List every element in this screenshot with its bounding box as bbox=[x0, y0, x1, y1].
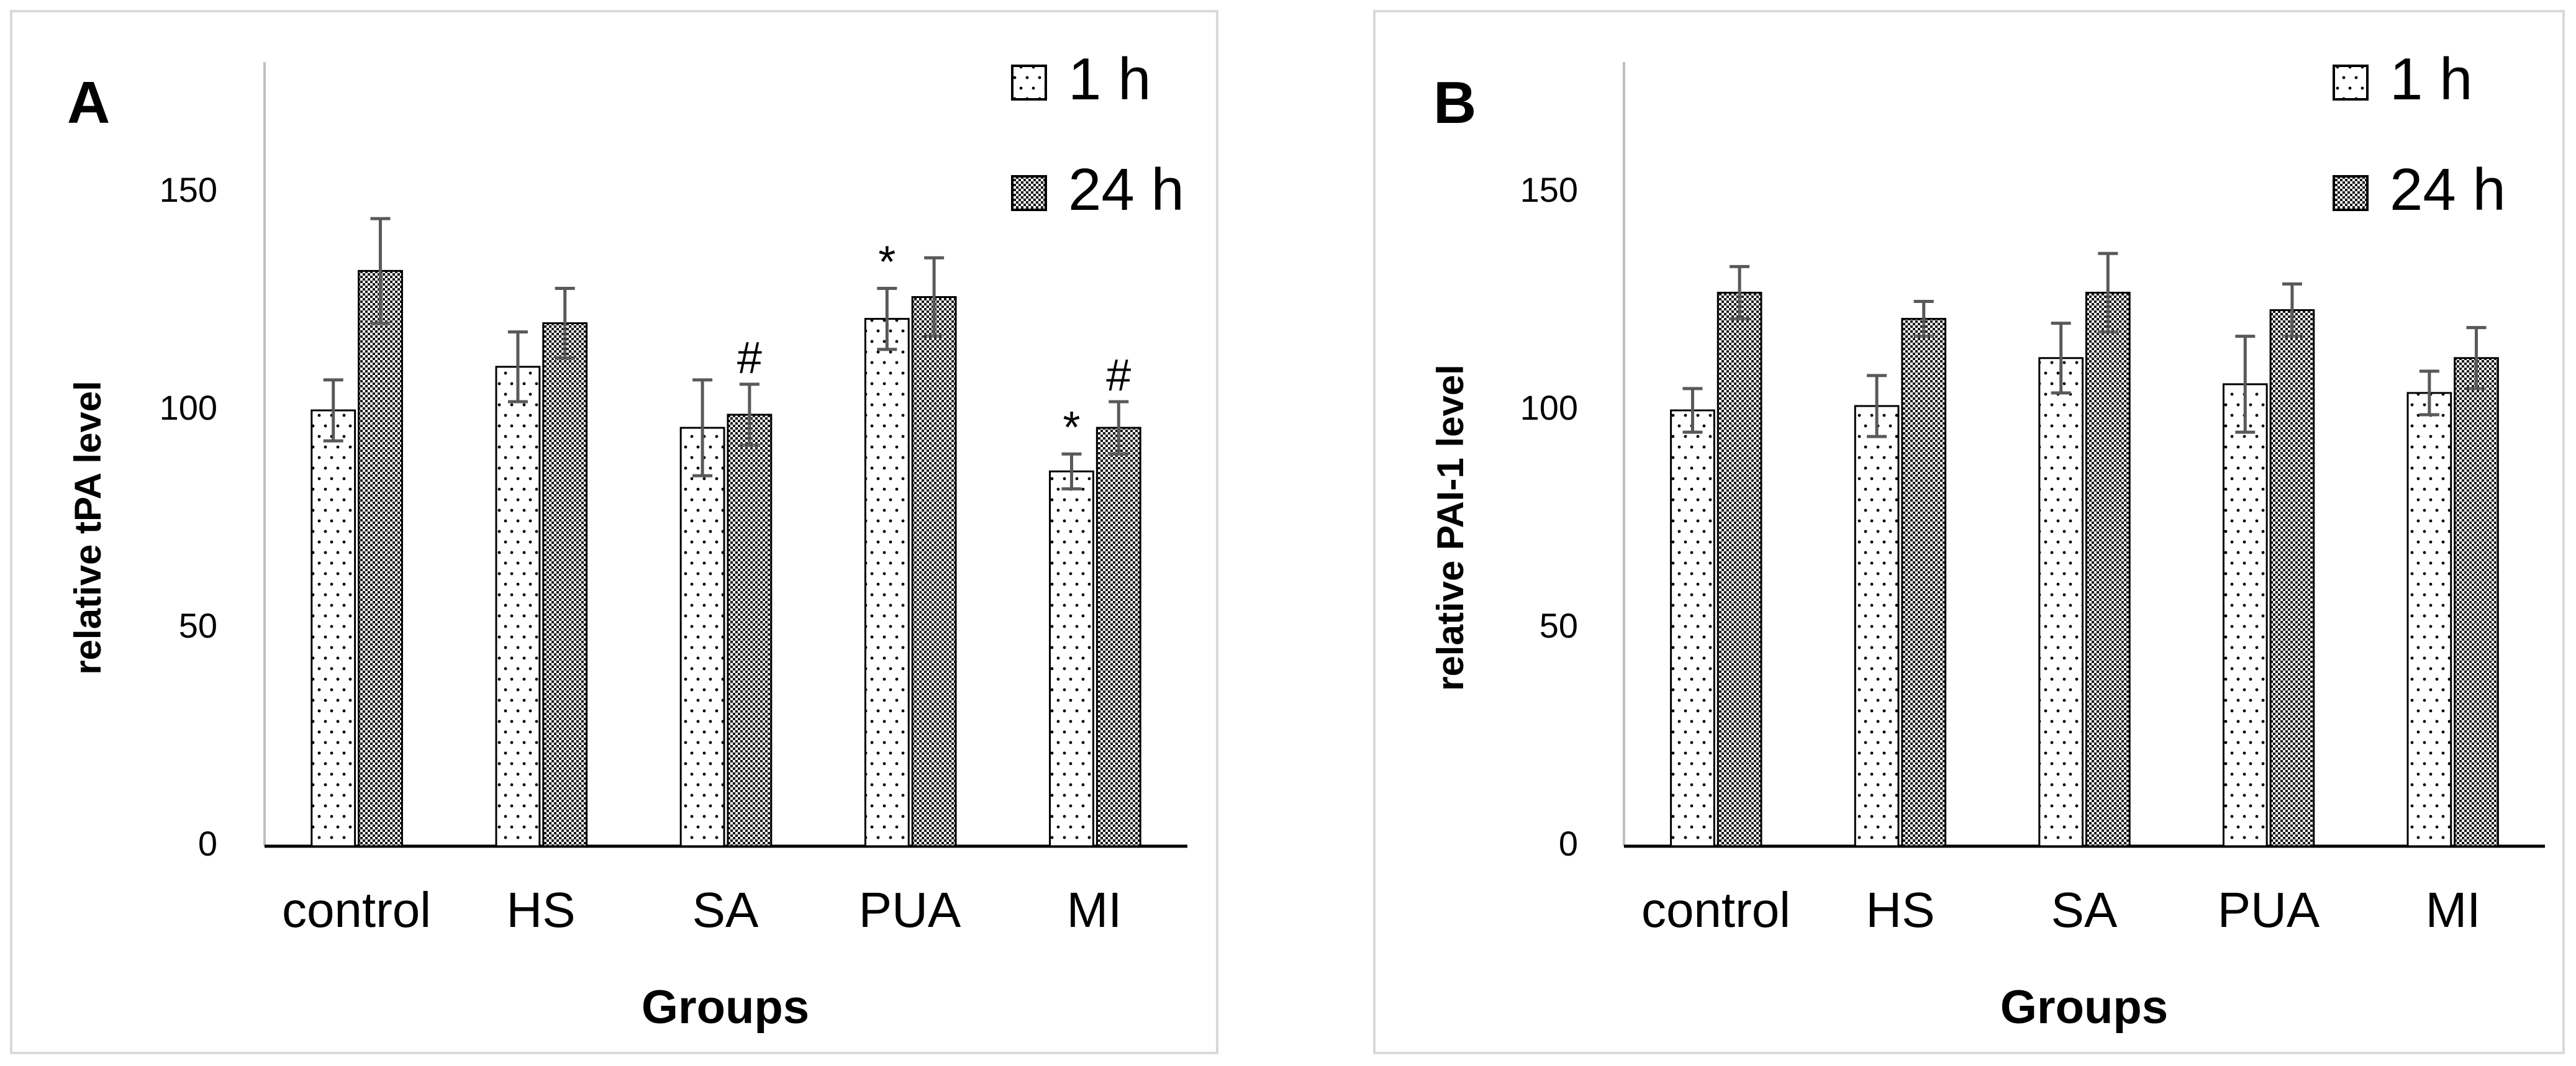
panel-a-bars: # * * # bbox=[311, 217, 1141, 847]
panel-b-x-tick-labels: control HS SA PUA MI bbox=[1641, 882, 2481, 937]
panel-a-x-tick-pua: PUA bbox=[859, 882, 961, 937]
panel-b-y-tick-100: 100 bbox=[1520, 388, 1578, 427]
panel-a-error-bar-pua-1h bbox=[877, 286, 897, 351]
panel-a-significance-mi-24h: # bbox=[1106, 351, 1131, 400]
panel-a-legend-swatch-1h bbox=[1011, 65, 1047, 101]
panel-a-bar-control-1h bbox=[311, 409, 356, 847]
panel-a-significance-sa-24h: # bbox=[737, 333, 762, 383]
panel-a: A 0 50 100 150 # * * # control HS SA PUA MI… bbox=[10, 10, 1218, 1054]
panel-b-x-axis-title: Groups bbox=[2000, 981, 2168, 1034]
panel-b-x-tick-hs: HS bbox=[1866, 882, 1934, 937]
panel-a-error-bar-mi-1h bbox=[1061, 452, 1082, 490]
panel-b-error-bar-pua-24h bbox=[2282, 282, 2302, 338]
panel-b-error-bar-hs-24h bbox=[1913, 300, 1934, 338]
panel-a-y-tick-labels: 0 50 100 150 bbox=[160, 170, 217, 863]
panel-a-error-bar-control-24h bbox=[370, 217, 391, 325]
panel-a-error-bar-hs-24h bbox=[555, 286, 575, 360]
panel-b-bar-hs-24h bbox=[1901, 318, 1947, 847]
panel-b-y-tick-0: 0 bbox=[1559, 824, 1578, 863]
panel-b-legend-label-24h: 24 h bbox=[2390, 156, 2506, 223]
panel-b-error-bar-hs-1h bbox=[1867, 374, 1887, 438]
panel-b-error-bar-control-1h bbox=[1682, 387, 1703, 434]
panel-a-error-bar-mi-24h bbox=[1109, 400, 1129, 456]
panel-a-x-tick-control: control bbox=[282, 882, 431, 937]
panel-a-error-bar-pua-24h bbox=[924, 256, 945, 338]
panel-a-label: A bbox=[67, 70, 110, 136]
panel-b-bar-hs-1h bbox=[1854, 405, 1900, 847]
panel-a-x-tick-labels: control HS SA PUA MI bbox=[282, 882, 1122, 937]
panel-b-bar-mi-1h bbox=[2406, 392, 2452, 847]
panel-b-error-bar-sa-24h bbox=[2098, 251, 2118, 334]
panel-b-y-tick-50: 50 bbox=[1540, 606, 1578, 645]
panel-b-bar-pua-24h bbox=[2269, 309, 2315, 847]
panel-b-legend-swatch-24h bbox=[2333, 175, 2369, 211]
panel-b-border bbox=[1373, 10, 2565, 1054]
panel-a-error-bar-sa-24h bbox=[739, 382, 760, 447]
panel-a-y-axis-title: relative tPA level bbox=[67, 381, 109, 675]
panel-a-legend-label-1h: 1 h bbox=[1068, 46, 1151, 112]
panel-a-legend-swatch-24h bbox=[1011, 175, 1047, 211]
panel-a-x-tick-sa: SA bbox=[692, 882, 759, 937]
panel-b-error-bar-sa-1h bbox=[2051, 322, 2071, 395]
panel-a-legend: 1 h 24 h bbox=[1011, 46, 1184, 223]
panel-a-bar-hs-24h bbox=[542, 322, 588, 847]
panel-a-bar-pua-24h bbox=[911, 296, 957, 847]
panel-b-bar-control-24h bbox=[1717, 291, 1762, 847]
panel-b-bar-pua-1h bbox=[2222, 383, 2268, 847]
panel-b-x-tick-control: control bbox=[1641, 882, 1790, 937]
panel-a-bar-control-24h bbox=[358, 269, 403, 847]
panel-a-x-tick-mi: MI bbox=[1067, 882, 1122, 937]
panel-a-bar-hs-1h bbox=[495, 366, 541, 847]
panel-a-y-tick-100: 100 bbox=[160, 388, 217, 427]
panel-b-legend-label-1h: 1 h bbox=[2390, 46, 2472, 112]
panel-b-error-bar-control-24h bbox=[1730, 264, 1750, 321]
panel-a-significance-mi-1h: * bbox=[1063, 403, 1080, 453]
panel-a-bar-pua-1h bbox=[864, 318, 910, 847]
panel-b-bar-mi-24h bbox=[2454, 357, 2499, 847]
panel-a-error-bar-sa-1h bbox=[692, 378, 713, 477]
panel-a-y-tick-50: 50 bbox=[179, 606, 217, 645]
panel-a-border bbox=[10, 10, 1218, 1054]
panel-b-legend: 1 h 24 h bbox=[2333, 46, 2506, 223]
panel-a-bar-mi-1h bbox=[1049, 470, 1094, 847]
panel-a-bar-sa-24h bbox=[727, 413, 773, 847]
panel-b-legend-swatch-1h bbox=[2333, 65, 2369, 101]
panel-b-y-tick-labels: 0 50 100 150 bbox=[1520, 170, 1578, 863]
panel-a-bar-sa-1h bbox=[679, 427, 725, 847]
panel-a-significance-pua-1h: * bbox=[878, 237, 896, 287]
panel-a-y-tick-150: 150 bbox=[160, 170, 217, 209]
panel-b-y-tick-150: 150 bbox=[1520, 170, 1578, 209]
panel-b-y-axis-title: relative PAI-1 level bbox=[1430, 364, 1471, 691]
panel-b-bar-sa-24h bbox=[2085, 291, 2131, 847]
panel-a-y-tick-0: 0 bbox=[198, 824, 217, 863]
panel-b-bar-sa-1h bbox=[2038, 357, 2084, 847]
panel-a-x-axis-title: Groups bbox=[642, 981, 809, 1034]
panel-b-bar-control-1h bbox=[1670, 409, 1715, 847]
panel-a-error-bar-hs-1h bbox=[507, 330, 528, 404]
panel-b-error-bar-mi-24h bbox=[2466, 326, 2487, 391]
panel-a-legend-label-24h: 24 h bbox=[1068, 156, 1184, 223]
panel-b-bars bbox=[1670, 251, 2499, 847]
panel-a-bar-mi-24h bbox=[1095, 427, 1141, 847]
panel-b-x-tick-pua: PUA bbox=[2218, 882, 2320, 937]
panel-b-label: B bbox=[1433, 70, 1476, 136]
panel-b-x-tick-mi: MI bbox=[2426, 882, 2481, 937]
panel-b-x-tick-sa: SA bbox=[2051, 882, 2118, 937]
panel-b-error-bar-pua-1h bbox=[2235, 335, 2256, 434]
panel-a-x-tick-hs: HS bbox=[506, 882, 575, 937]
panel-b-error-bar-mi-1h bbox=[2419, 369, 2439, 417]
panel-a-error-bar-control-1h bbox=[323, 378, 343, 443]
panel-b: B 0 50 100 150 control HS SA PUA MI Grou… bbox=[1373, 10, 2565, 1054]
